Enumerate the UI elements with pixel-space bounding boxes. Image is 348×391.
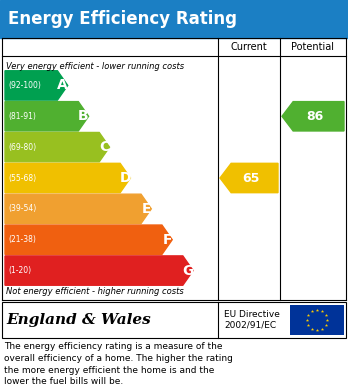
Text: Current: Current xyxy=(231,42,267,52)
Text: EU Directive: EU Directive xyxy=(224,310,280,319)
Bar xyxy=(2,302,346,338)
Text: Potential: Potential xyxy=(292,42,334,52)
Polygon shape xyxy=(220,163,278,193)
Polygon shape xyxy=(5,163,130,193)
Polygon shape xyxy=(5,256,193,285)
Text: C: C xyxy=(99,140,110,154)
Text: (69-80): (69-80) xyxy=(8,143,36,152)
Bar xyxy=(0,0,348,38)
Polygon shape xyxy=(5,194,151,224)
Text: F: F xyxy=(162,233,172,247)
Text: England & Wales: England & Wales xyxy=(6,313,151,327)
Text: Not energy efficient - higher running costs: Not energy efficient - higher running co… xyxy=(6,287,184,296)
Polygon shape xyxy=(5,133,110,162)
Polygon shape xyxy=(5,225,172,255)
Text: (55-68): (55-68) xyxy=(8,174,36,183)
Text: Energy Efficiency Rating: Energy Efficiency Rating xyxy=(8,10,237,28)
Text: G: G xyxy=(182,264,193,278)
Text: 2002/91/EC: 2002/91/EC xyxy=(224,321,276,330)
Polygon shape xyxy=(5,71,68,100)
Text: The energy efficiency rating is a measure of the
overall efficiency of a home. T: The energy efficiency rating is a measur… xyxy=(4,342,233,386)
Text: Very energy efficient - lower running costs: Very energy efficient - lower running co… xyxy=(6,62,184,71)
Text: (39-54): (39-54) xyxy=(8,204,36,213)
Text: D: D xyxy=(119,171,131,185)
Text: B: B xyxy=(78,109,89,123)
Text: (81-91): (81-91) xyxy=(8,112,36,121)
Text: (92-100): (92-100) xyxy=(8,81,41,90)
Bar xyxy=(290,305,344,335)
Text: 65: 65 xyxy=(243,172,260,185)
Polygon shape xyxy=(282,102,344,131)
Text: A: A xyxy=(57,79,68,92)
Text: (1-20): (1-20) xyxy=(8,266,31,275)
Text: 86: 86 xyxy=(307,110,324,123)
Text: (21-38): (21-38) xyxy=(8,235,36,244)
Polygon shape xyxy=(5,102,89,131)
Text: E: E xyxy=(141,202,151,216)
